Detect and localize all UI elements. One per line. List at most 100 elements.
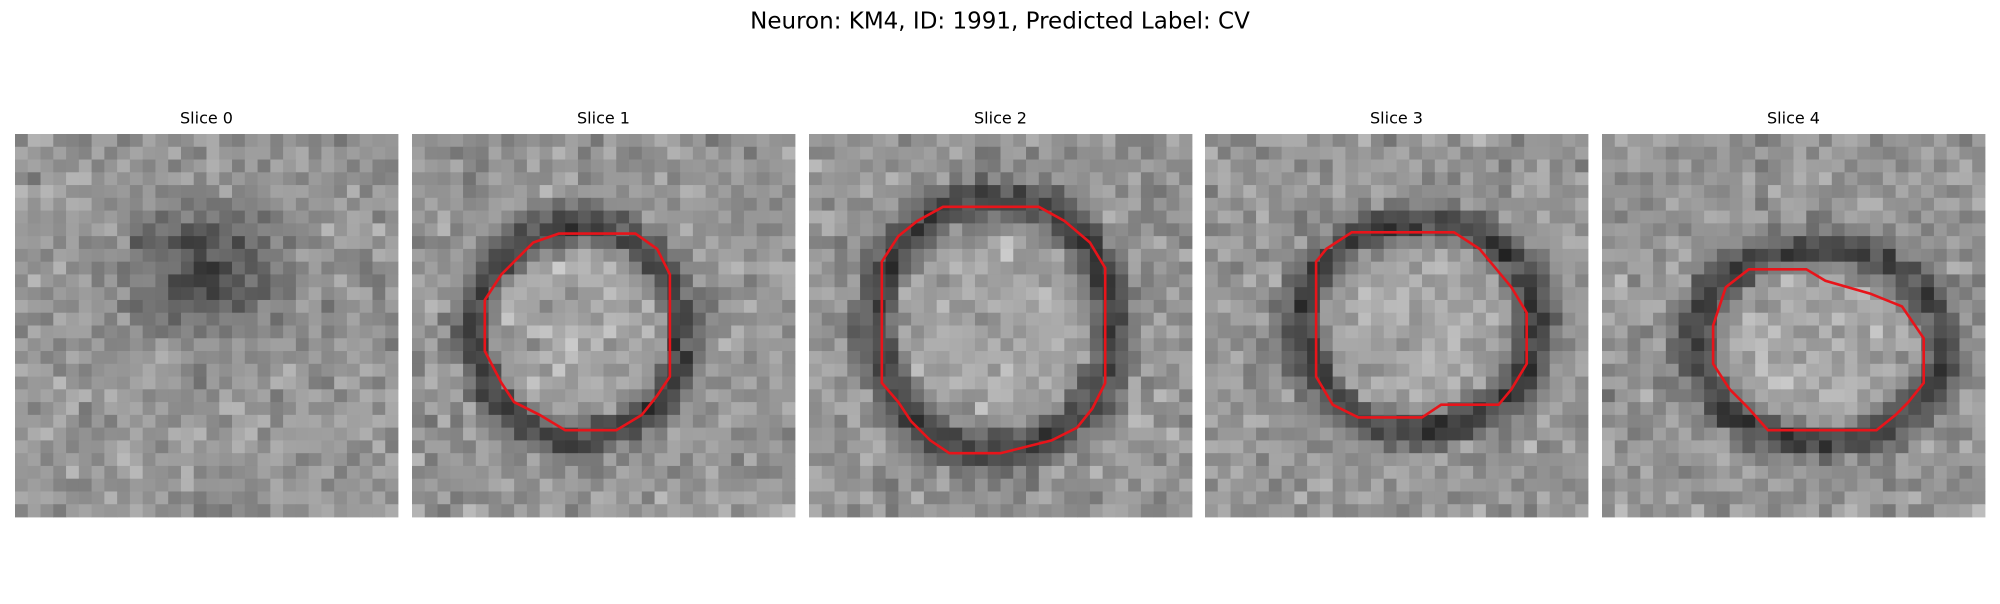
pixel xyxy=(1716,402,1731,416)
pixel xyxy=(1000,504,1014,518)
pixel xyxy=(1921,261,1935,275)
pixel xyxy=(539,210,553,224)
pixel xyxy=(1575,491,1589,505)
pixel xyxy=(629,389,643,403)
pixel xyxy=(756,223,770,237)
pixel xyxy=(1908,414,1922,429)
pixel xyxy=(1678,402,1692,416)
pixel xyxy=(424,159,438,173)
pixel xyxy=(129,312,144,326)
pixel xyxy=(91,440,105,454)
pixel xyxy=(1678,236,1692,250)
pixel xyxy=(1256,312,1270,326)
pixel xyxy=(1179,453,1193,467)
pixel xyxy=(1485,414,1500,429)
pixel xyxy=(705,465,719,480)
pixel xyxy=(1729,172,1743,186)
pixel xyxy=(1485,159,1500,173)
pixel xyxy=(1549,261,1563,275)
pixel xyxy=(809,287,823,301)
pixel xyxy=(1755,363,1769,377)
pixel xyxy=(1908,491,1922,505)
pixel xyxy=(1575,287,1589,301)
pixel xyxy=(756,197,770,211)
pixel xyxy=(66,478,80,492)
pixel xyxy=(450,134,464,148)
pixel xyxy=(1908,236,1922,250)
pixel xyxy=(1857,172,1871,186)
pixel xyxy=(769,159,783,173)
pixel xyxy=(66,504,80,518)
pixel xyxy=(847,325,861,339)
pixel xyxy=(334,338,348,352)
segmentation-contour xyxy=(880,205,1107,455)
pixel xyxy=(1602,134,1616,148)
pixel xyxy=(756,274,770,288)
pixel xyxy=(834,248,848,263)
pixel xyxy=(488,504,502,518)
pixel xyxy=(1602,312,1616,326)
slice-title: Slice 2 xyxy=(974,109,1027,128)
pixel xyxy=(1064,134,1078,148)
pixel xyxy=(1370,402,1385,416)
pixel xyxy=(78,478,92,492)
pixel xyxy=(1549,197,1563,211)
pixel xyxy=(40,134,54,148)
pixel xyxy=(180,376,195,390)
pixel xyxy=(232,376,246,390)
pixel xyxy=(1933,504,1948,518)
pixel xyxy=(1358,236,1372,250)
pixel xyxy=(1742,504,1756,518)
pixel xyxy=(257,453,271,467)
pixel xyxy=(385,236,399,250)
pixel xyxy=(257,172,271,186)
pixel xyxy=(821,389,835,403)
pixel xyxy=(1780,465,1794,480)
pixel xyxy=(1013,376,1027,390)
pixel xyxy=(1627,440,1641,454)
pixel xyxy=(1895,389,1909,403)
pixel xyxy=(424,440,438,454)
pixel xyxy=(1678,185,1692,199)
pixel xyxy=(372,491,386,505)
pixel xyxy=(359,414,373,429)
pixel xyxy=(346,440,361,454)
pixel xyxy=(463,478,477,492)
pixel xyxy=(437,146,451,160)
pixel xyxy=(1383,159,1397,173)
pixel xyxy=(1959,504,1973,518)
pixel xyxy=(616,236,630,250)
pixel xyxy=(809,491,823,505)
pixel xyxy=(872,274,886,288)
pixel xyxy=(1396,299,1410,314)
pixel xyxy=(1051,146,1065,160)
pixel xyxy=(1844,402,1858,416)
pixel xyxy=(974,261,989,275)
pixel xyxy=(1140,236,1155,250)
pixel xyxy=(1153,287,1167,301)
pixel xyxy=(1370,274,1385,288)
pixel xyxy=(295,325,310,339)
pixel xyxy=(565,248,579,263)
pixel xyxy=(1933,363,1948,377)
pixel xyxy=(1857,210,1871,224)
pixel xyxy=(731,223,745,237)
pixel xyxy=(1562,465,1576,480)
pixel xyxy=(1806,236,1820,250)
pixel xyxy=(1307,440,1321,454)
pixel xyxy=(603,274,617,288)
pixel xyxy=(1498,325,1512,339)
pixel xyxy=(911,236,925,250)
pixel xyxy=(1383,465,1397,480)
pixel xyxy=(1243,453,1257,467)
pixel xyxy=(1307,465,1321,480)
pixel xyxy=(974,146,989,160)
pixel xyxy=(923,491,938,505)
pixel xyxy=(193,185,207,199)
pixel xyxy=(1128,478,1142,492)
pixel xyxy=(1460,453,1474,467)
pixel xyxy=(372,172,386,186)
pixel xyxy=(1473,351,1487,365)
pixel xyxy=(1653,261,1667,275)
pixel xyxy=(1396,223,1410,237)
